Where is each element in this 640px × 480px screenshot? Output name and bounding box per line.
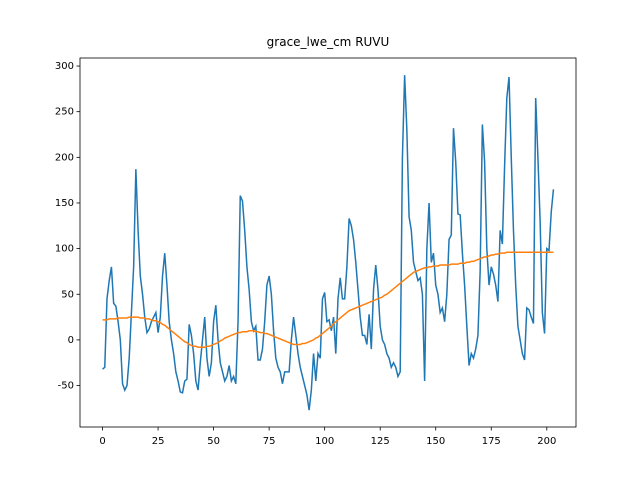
- x-tick-label: 200: [537, 436, 556, 447]
- y-tick-label: 50: [61, 289, 74, 300]
- x-tick-label: 25: [152, 436, 165, 447]
- y-tick-label: 250: [55, 107, 74, 118]
- x-tick-label: 150: [426, 436, 445, 447]
- y-tick-label: 150: [55, 198, 74, 209]
- x-tick-label: 125: [371, 436, 390, 447]
- y-tick-label: 0: [68, 335, 74, 346]
- y-tick-label: 200: [55, 152, 74, 163]
- chart-title: grace_lwe_cm RUVU: [267, 35, 390, 49]
- x-tick-label: 100: [315, 436, 334, 447]
- y-tick-label: 100: [55, 244, 74, 255]
- x-tick-label: 175: [482, 436, 501, 447]
- x-tick-label: 0: [99, 436, 105, 447]
- x-tick-label: 75: [263, 436, 276, 447]
- line-series: [102, 75, 555, 411]
- plot-frame: [79, 57, 577, 428]
- y-tick-label: 300: [55, 61, 74, 72]
- y-tick-label: -50: [58, 381, 74, 392]
- x-tick-label: 50: [207, 436, 220, 447]
- line-series: [102, 251, 554, 348]
